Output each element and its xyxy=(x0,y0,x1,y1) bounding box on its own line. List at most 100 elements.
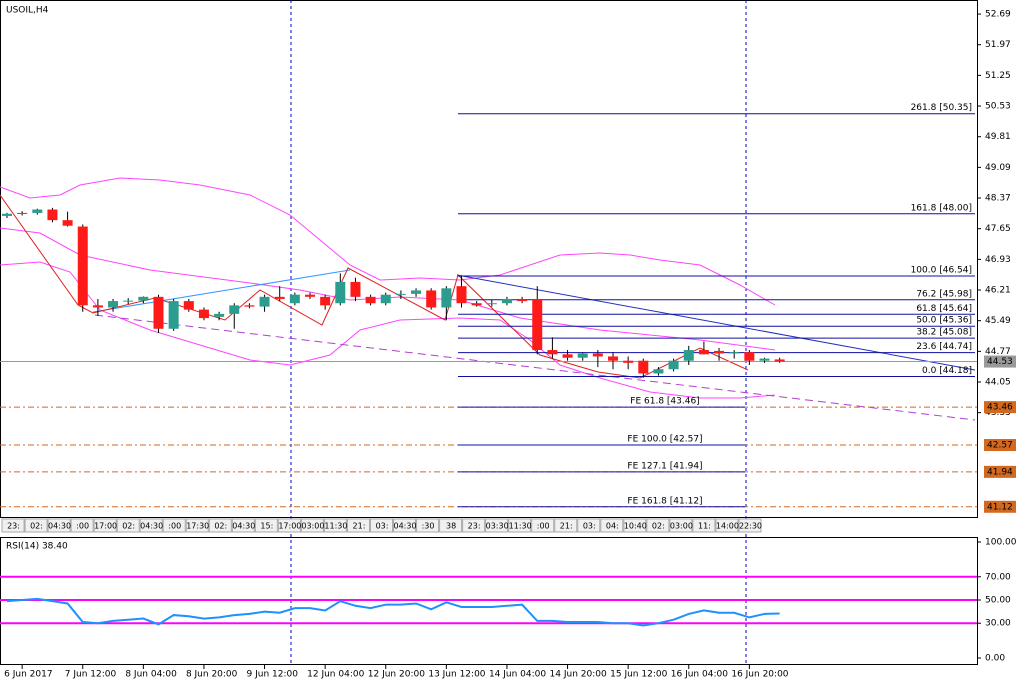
y-tick-label: 52.69 xyxy=(985,10,1011,20)
candle-body xyxy=(259,296,270,307)
x-tick-label: 8 Jun 04:00 xyxy=(125,670,177,680)
candle-body xyxy=(668,360,679,370)
time-tag: 11:30 xyxy=(324,522,347,531)
time-tag-box xyxy=(24,518,48,533)
candle-body xyxy=(108,301,119,308)
time-tag-box xyxy=(139,518,163,533)
time-tag: 17:00 xyxy=(278,522,301,531)
time-tag: 02: xyxy=(652,522,665,531)
candle-body xyxy=(683,350,694,361)
y-tick-label: 70.00 xyxy=(985,572,1011,582)
time-tag-box xyxy=(715,518,739,533)
main-panel xyxy=(0,0,978,518)
time-tag: 03: xyxy=(376,522,389,531)
time-tag: :00 xyxy=(76,522,89,531)
time-tag: 22:30 xyxy=(739,522,762,531)
y-tick-label: 45.49 xyxy=(985,316,1011,326)
time-tag-box xyxy=(508,518,532,533)
candle-body xyxy=(198,309,209,319)
candle-body xyxy=(244,305,255,307)
time-tag: 23: xyxy=(468,522,481,531)
x-tick-label: 14 Jun 20:00 xyxy=(550,670,607,680)
candle-body xyxy=(623,360,634,363)
time-tag-box xyxy=(577,518,601,533)
x-tick-label: 9 Jun 12:00 xyxy=(247,670,299,680)
x-tick-label: 13 Jun 12:00 xyxy=(428,670,485,680)
time-tag: 21: xyxy=(353,522,366,531)
fe-label: FE 161.8 [41.12] xyxy=(627,496,702,506)
candle-body xyxy=(698,350,709,355)
time-tag-box xyxy=(462,518,486,533)
candle-body xyxy=(547,350,558,355)
time-tag: 17:30 xyxy=(186,522,209,531)
candle-body xyxy=(335,281,346,304)
time-tag: 04:30 xyxy=(232,522,255,531)
time-tag: :00 xyxy=(168,522,181,531)
y-tick-label: 50.53 xyxy=(985,102,1011,112)
candle-body xyxy=(759,358,770,361)
candle-body xyxy=(2,213,12,216)
y-tick-label: 46.93 xyxy=(985,255,1011,265)
time-tag-box xyxy=(116,518,140,533)
candle-body xyxy=(365,296,376,304)
time-tag: :00 xyxy=(537,522,550,531)
candle-body xyxy=(517,298,528,302)
x-tick-label: 16 Jun 04:00 xyxy=(671,670,728,680)
candle-body xyxy=(653,369,664,374)
fib-label: 100.0 [46.54] xyxy=(911,265,972,275)
candle-body xyxy=(638,360,649,374)
fib-label: 76.2 [45.98] xyxy=(916,289,972,299)
time-tag-box xyxy=(600,518,624,533)
time-tag-box xyxy=(369,518,394,533)
chart-title: USOIL,H4 xyxy=(6,6,49,16)
time-tag-box xyxy=(1,518,25,533)
candle-body xyxy=(274,296,285,299)
rsi-line xyxy=(6,597,780,627)
time-tag: 04: xyxy=(606,522,619,531)
candle-body xyxy=(350,281,361,297)
price-tag-label: 43.46 xyxy=(987,403,1013,413)
fib-label: 23.6 [44.74] xyxy=(916,342,972,352)
fib-label: 50.0 [45.36] xyxy=(916,316,972,326)
time-tag: 03:30 xyxy=(486,522,509,531)
time-tag-box xyxy=(485,518,509,533)
candle-body xyxy=(17,212,28,214)
time-tag-box xyxy=(300,518,324,533)
y-tick-label: 30.00 xyxy=(985,619,1011,629)
candle-body xyxy=(501,298,512,304)
candle-body xyxy=(441,288,452,308)
time-tag-box xyxy=(531,518,555,533)
time-tag: 03:00 xyxy=(670,522,693,531)
y-tick-label: 43.33 xyxy=(985,408,1011,418)
fe-label: FE 100.0 [42.57] xyxy=(627,435,702,445)
time-tag: 23: xyxy=(7,522,20,531)
x-tick-label: 12 Jun 20:00 xyxy=(368,670,425,680)
x-tick-label: 8 Jun 20:00 xyxy=(186,670,238,680)
time-tag-box xyxy=(669,518,693,533)
time-tag: 10:40 xyxy=(624,522,647,531)
time-tag: 03: xyxy=(583,522,596,531)
candle-body xyxy=(92,305,103,308)
price-tag xyxy=(984,401,1016,414)
candle-body xyxy=(305,294,315,297)
y-tick-label: 49.81 xyxy=(985,132,1011,142)
time-tag-box xyxy=(738,518,762,533)
time-tag-box xyxy=(277,518,301,533)
candle-body xyxy=(380,294,391,304)
candle-body xyxy=(471,303,482,306)
price-tag xyxy=(984,465,1016,478)
y-tick-label: 100.00 xyxy=(985,538,1017,548)
y-tick-label: 46.21 xyxy=(985,286,1011,296)
y-tick-label: 0.00 xyxy=(985,654,1005,664)
time-tag-box xyxy=(346,518,370,533)
fe-label: FE 61.8 [43.46] xyxy=(630,397,699,407)
y-tick-label: 44.05 xyxy=(985,378,1011,388)
candle-body xyxy=(486,303,497,305)
trend-line xyxy=(456,274,976,371)
trend-line xyxy=(92,269,351,313)
time-tag: 03:00 xyxy=(301,522,324,531)
rsi-title: RSI(14) 38.40 xyxy=(6,542,68,552)
candle-body xyxy=(456,286,467,304)
time-tag-box xyxy=(231,518,255,533)
candle-body xyxy=(153,296,164,329)
